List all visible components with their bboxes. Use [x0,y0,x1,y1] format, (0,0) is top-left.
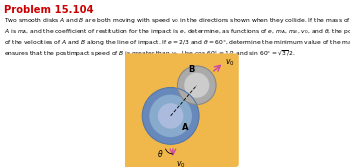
Text: $\theta$: $\theta$ [157,148,164,159]
Circle shape [184,73,209,98]
Text: of the velocities of $A$ and $B$ along the line of impact. If $e = 2/3$ and $\th: of the velocities of $A$ and $B$ along t… [4,38,350,47]
Text: $v_0$: $v_0$ [176,160,186,167]
Text: $A$ is $m_A$, and the coefficient of restitution for the impact is $e$, determin: $A$ is $m_A$, and the coefficient of res… [4,27,350,36]
Text: Two smooth disks $A$ and $B$ are both moving with speed $v_0$ in the directions : Two smooth disks $A$ and $B$ are both mo… [4,16,350,25]
Circle shape [158,103,183,129]
Text: A: A [182,123,189,132]
Text: Problem 15.104: Problem 15.104 [4,5,94,15]
Circle shape [177,66,216,105]
Text: ensures that the postimpact speed of $B$ is greater than $v_0$. Use cos $60° = 1: ensures that the postimpact speed of $B$… [4,49,295,59]
Text: B: B [188,65,194,74]
FancyBboxPatch shape [123,53,239,167]
Circle shape [142,88,199,144]
Text: $v_0$: $v_0$ [225,57,235,68]
Circle shape [149,95,192,137]
